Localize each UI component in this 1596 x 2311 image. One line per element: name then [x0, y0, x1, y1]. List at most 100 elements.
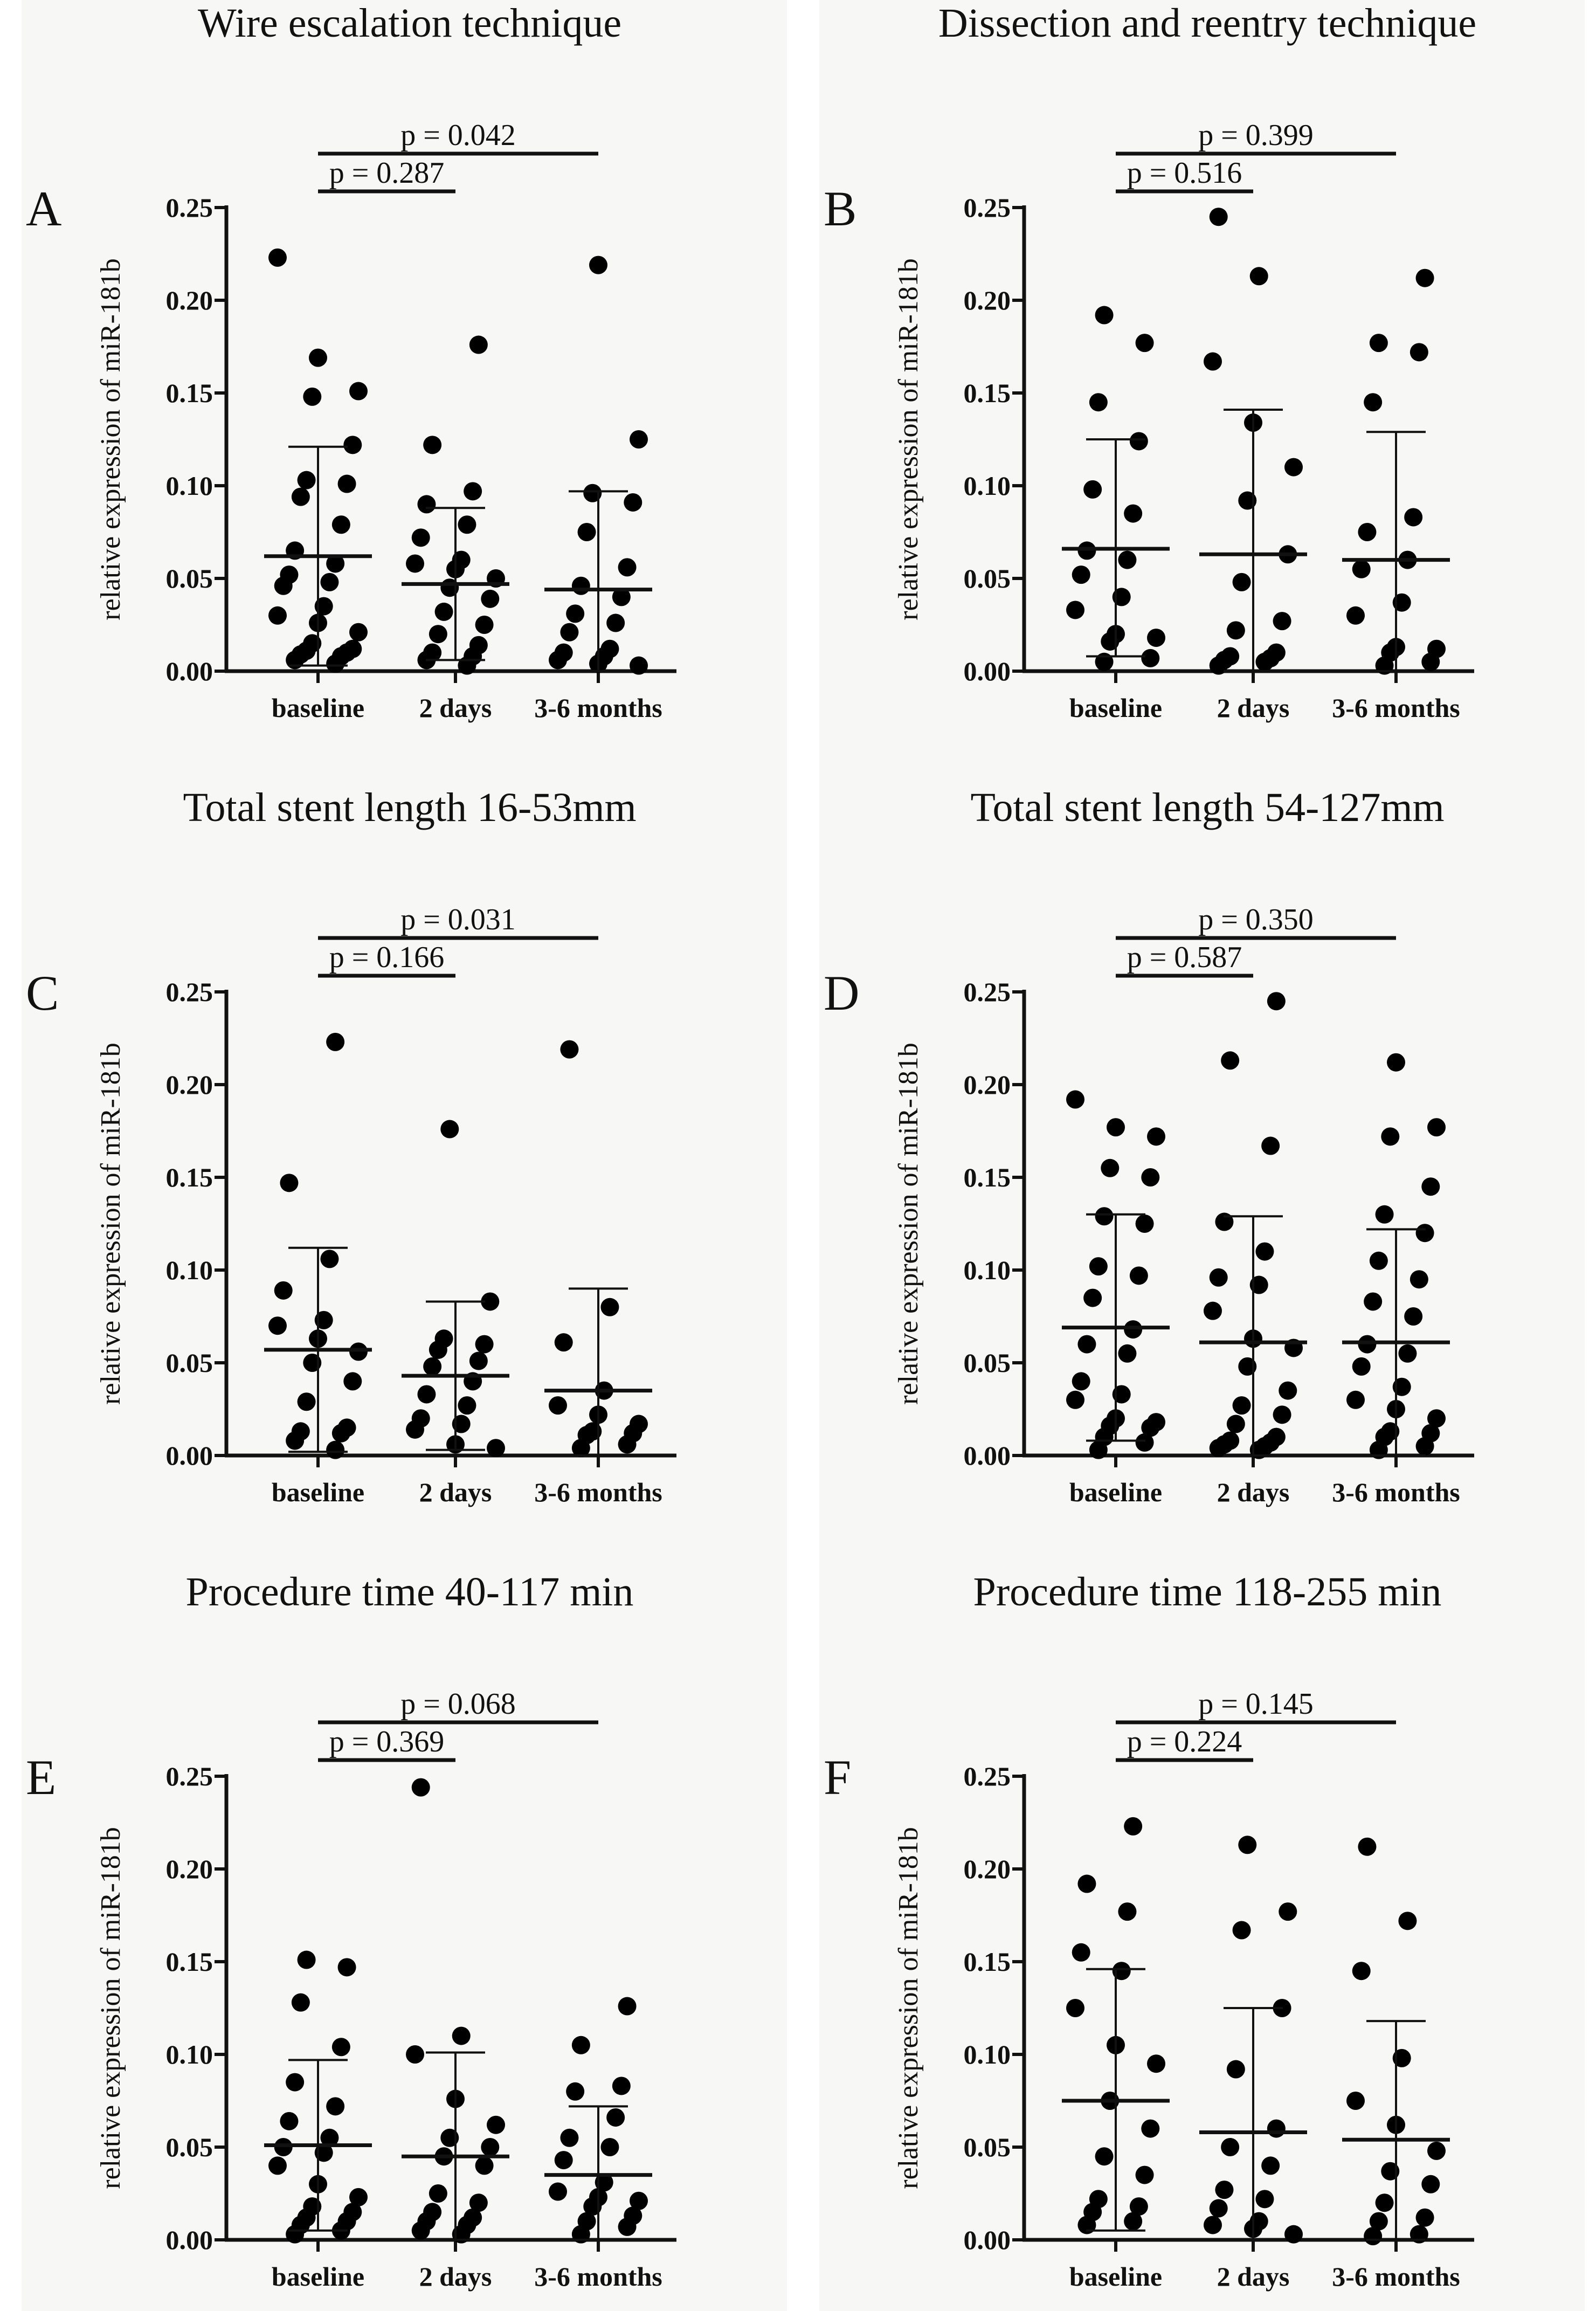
data-point: [481, 2138, 500, 2156]
data-point: [624, 493, 642, 512]
data-point: [314, 1310, 333, 1329]
p-value-label: p = 0.587: [1127, 941, 1242, 974]
data-point: [1112, 1962, 1131, 1981]
data-point: [1232, 1921, 1251, 1940]
y-tick-label: 0.10: [166, 2039, 213, 2069]
data-point: [1209, 1268, 1228, 1287]
p-value-label: p = 0.042: [400, 119, 516, 152]
data-point: [1226, 2060, 1245, 2079]
y-tick-label: 0.25: [964, 192, 1011, 223]
data-point: [1141, 649, 1160, 667]
x-category-label: baseline: [272, 1477, 364, 1507]
data-point: [1118, 550, 1137, 569]
y-tick-label: 0.05: [166, 563, 213, 594]
data-point: [1066, 1090, 1084, 1109]
data-point: [320, 1250, 339, 1268]
data-point: [1279, 1381, 1297, 1400]
data-point: [618, 1435, 637, 1454]
data-point: [1226, 1415, 1245, 1433]
data-point: [560, 623, 579, 641]
p-value-label: p = 0.145: [1198, 1687, 1314, 1721]
y-tick-label: 0.00: [964, 1440, 1011, 1471]
data-point: [554, 1333, 573, 1352]
data-point: [1358, 523, 1377, 541]
data-point: [1141, 2119, 1160, 2138]
data-point: [560, 2128, 579, 2147]
data-point: [1129, 432, 1148, 451]
y-tick-label: 0.15: [964, 1162, 1011, 1192]
data-point: [297, 471, 316, 489]
data-point: [1427, 1409, 1446, 1428]
data-point: [475, 2156, 494, 2175]
x-category-label: 3-6 months: [534, 693, 662, 723]
p-value-label: p = 0.224: [1127, 1725, 1242, 1758]
data-point: [1204, 2216, 1222, 2234]
y-tick-label: 0.05: [964, 563, 1011, 594]
data-point: [464, 482, 482, 501]
data-point: [1381, 2162, 1400, 2181]
data-point: [349, 2188, 368, 2206]
data-point: [268, 248, 287, 267]
data-point: [606, 2108, 625, 2127]
panel-letter: E: [26, 1750, 56, 1805]
data-point: [417, 495, 436, 514]
data-point: [1284, 458, 1303, 477]
data-point: [303, 1354, 322, 1372]
x-category-label: 3-6 months: [1332, 1477, 1460, 1507]
data-point: [326, 2097, 345, 2116]
data-point: [286, 2073, 305, 2092]
data-point: [475, 1335, 494, 1354]
data-point: [1209, 208, 1228, 226]
data-point: [1352, 1357, 1371, 1376]
panel-title: Dissection and reentry technique: [938, 1, 1476, 46]
data-point: [1072, 1943, 1090, 1962]
data-point: [1261, 2156, 1280, 2175]
data-point: [600, 1298, 619, 1316]
data-point: [571, 1439, 590, 1458]
y-axis-label: relative expression of miR-181b: [893, 1043, 924, 1405]
y-tick-label: 0.05: [166, 1348, 213, 1378]
data-point: [1249, 267, 1268, 286]
y-tick-label: 0.20: [166, 1854, 213, 1884]
data-point: [487, 1439, 505, 1458]
data-point: [1209, 1439, 1228, 1458]
data-point: [1083, 480, 1102, 499]
data-point: [1112, 1385, 1131, 1404]
data-point: [600, 2138, 619, 2156]
y-tick-label: 0.20: [166, 1070, 213, 1100]
y-tick-label: 0.00: [166, 656, 213, 686]
data-point: [1147, 1127, 1165, 1146]
data-point: [1255, 1242, 1274, 1261]
y-axis-label: relative expression of miR-181b: [893, 1827, 924, 2189]
data-point: [452, 1415, 471, 1433]
data-point: [291, 1993, 310, 2012]
y-tick-label: 0.20: [166, 285, 213, 315]
data-point: [1375, 2193, 1394, 2212]
p-value-label: p = 0.287: [329, 156, 445, 190]
data-point: [343, 436, 362, 454]
data-point: [268, 606, 287, 625]
data-point: [1249, 1275, 1268, 1294]
data-point: [411, 1778, 430, 1797]
panel-letter: B: [824, 181, 856, 236]
data-point: [1072, 565, 1090, 584]
data-point: [1095, 306, 1114, 325]
data-point: [1129, 2197, 1148, 2216]
data-point: [274, 1281, 293, 1300]
data-point: [1209, 656, 1228, 675]
data-point: [286, 1431, 305, 1450]
data-point: [583, 484, 602, 502]
p-value-label: p = 0.350: [1198, 903, 1314, 936]
data-point: [1072, 1372, 1090, 1391]
data-point: [589, 256, 607, 274]
data-point: [337, 1958, 356, 1977]
data-point: [458, 1396, 476, 1415]
data-point: [1089, 393, 1108, 412]
x-category-label: 2 days: [1217, 2261, 1290, 2292]
data-point: [1364, 393, 1383, 412]
data-point: [406, 2045, 424, 2064]
data-point: [1364, 2227, 1383, 2246]
panel-title: Procedure time 118-255 min: [973, 1569, 1442, 1615]
